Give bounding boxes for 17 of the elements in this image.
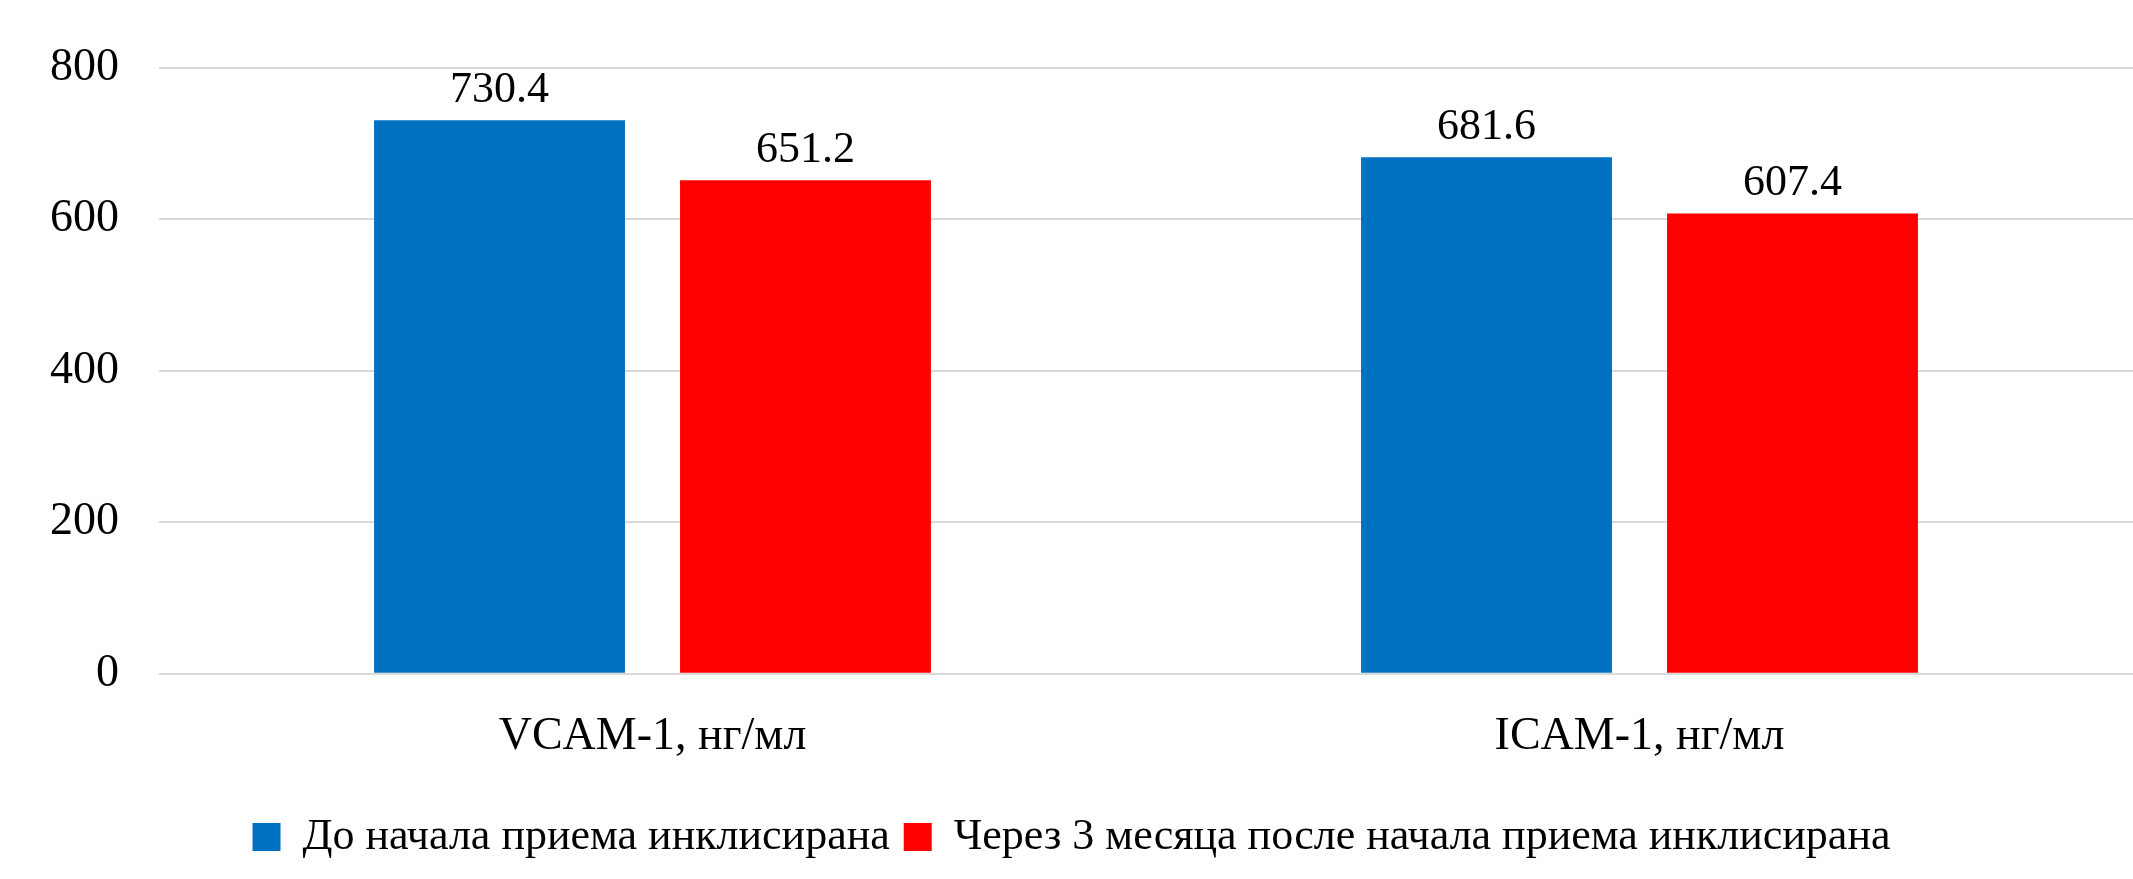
x-tick-label: VCAM-1, нг/мл [498, 708, 807, 760]
data-label: 681.6 [1437, 99, 1537, 149]
y-tick-label: 400 [50, 341, 119, 393]
data-label: 607.4 [1742, 156, 1842, 206]
legend-label: До начала приема инклисирана [302, 809, 890, 859]
x-tick-label: ICAM-1, нг/мл [1494, 708, 1785, 760]
bar [374, 120, 625, 673]
bar [1667, 213, 1918, 673]
bar [680, 180, 931, 673]
y-tick-label: 200 [50, 493, 119, 545]
y-tick-label: 800 [50, 38, 119, 90]
bar [1361, 157, 1612, 673]
y-tick-label: 0 [96, 644, 119, 696]
legend-label: Через 3 месяца после начала приема инклисирана [953, 809, 1891, 859]
data-label: 730.4 [450, 62, 550, 112]
data-label: 651.2 [755, 122, 855, 172]
y-tick-label: 600 [50, 190, 119, 242]
